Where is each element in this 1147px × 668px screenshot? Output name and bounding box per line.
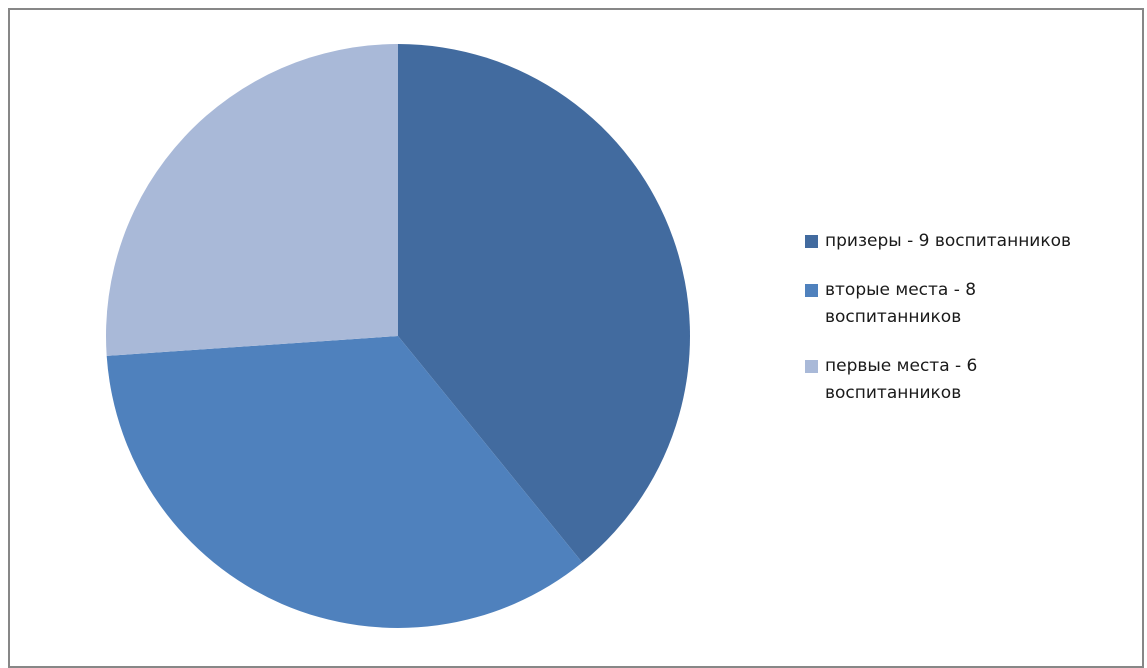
pie-slice-pervye-mesta (105, 44, 398, 356)
legend-item-pervye-mesta: первые места - 6 воспитанников (804, 353, 1139, 407)
legend-label-vtorye-mesta: вторые места - 8 воспитанников (825, 280, 977, 327)
legend-swatch-pervye-mesta (805, 360, 818, 373)
legend-label-prizery: призеры - 9 воспитанников (825, 231, 1072, 251)
pie-chart (105, 44, 690, 628)
pie-slice-prizery (398, 44, 690, 563)
legend-item-vtorye-mesta: вторые места - 8 воспитанников (804, 277, 1139, 331)
legend-label-pervye-mesta: первые места - 6 воспитанников (825, 356, 978, 403)
legend: призеры - 9 воспитанников вторые места -… (804, 228, 1139, 407)
legend-swatch-prizery (805, 235, 818, 248)
pie-slice-vtorye-mesta (106, 336, 583, 628)
legend-swatch-vtorye-mesta (805, 284, 818, 297)
legend-item-prizery: призеры - 9 воспитанников (804, 228, 1139, 255)
